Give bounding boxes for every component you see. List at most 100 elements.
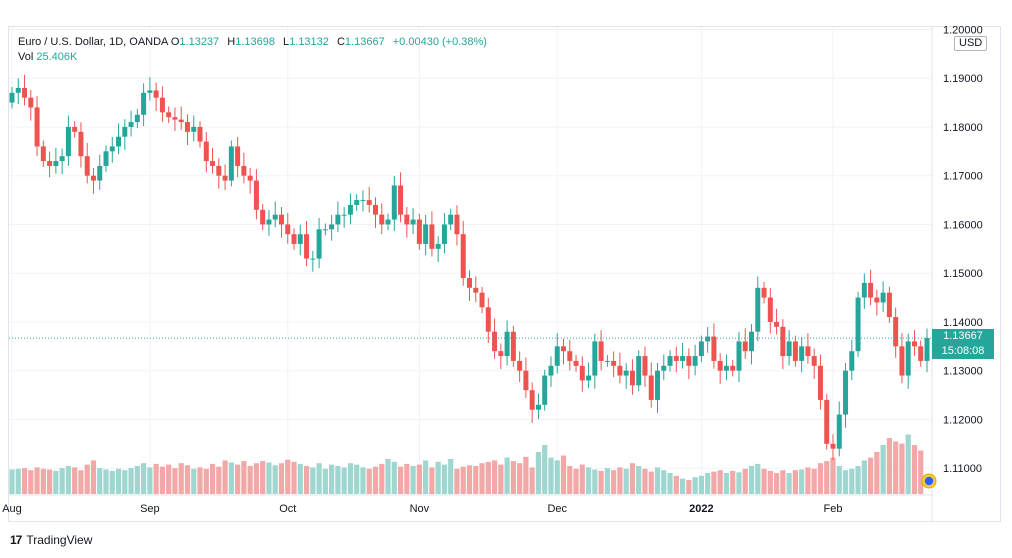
volume-bar	[535, 452, 542, 494]
candle-body	[316, 229, 322, 259]
candle-body	[504, 331, 510, 357]
candle-body	[134, 114, 140, 123]
volume-bar	[291, 461, 297, 494]
volume-bar	[297, 463, 303, 494]
volume-bar	[335, 466, 341, 494]
candle-body	[911, 341, 917, 347]
volume-bar	[141, 463, 147, 494]
candle-body	[817, 365, 823, 400]
candle-body	[843, 370, 849, 415]
volume-bar	[90, 460, 97, 494]
candle-body	[53, 161, 59, 166]
candle-body	[366, 200, 372, 205]
volume-bar	[435, 461, 441, 494]
candle-body	[573, 360, 579, 366]
candle-body	[830, 443, 836, 449]
candle-body	[304, 234, 310, 259]
volume-bar	[184, 465, 191, 494]
candle-body	[97, 165, 103, 181]
volume-bar	[560, 455, 567, 494]
volume-bar	[354, 464, 360, 494]
candle-body	[661, 365, 667, 371]
candle-body	[147, 90, 153, 93]
volume-bar	[786, 473, 792, 494]
candle-body	[385, 219, 391, 225]
symbol-description: Euro / U.S. Dollar, 1D, OANDA	[18, 36, 168, 48]
volume-bar	[341, 467, 347, 494]
volume-bar	[410, 466, 416, 494]
volume-bar	[849, 468, 855, 494]
volume-bar	[811, 468, 817, 494]
volume-bar	[416, 464, 422, 494]
volume-bar	[780, 470, 786, 494]
candle-body	[786, 341, 792, 357]
candle-body	[523, 370, 529, 391]
candle-body	[655, 370, 661, 400]
tradingview-logo-icon: 17	[10, 533, 22, 547]
candle-body	[59, 156, 65, 162]
time-tick-label: Dec	[547, 503, 567, 515]
tradingview-footer[interactable]: 17 TradingView	[10, 533, 92, 547]
volume-bar	[548, 457, 554, 494]
candle-body	[886, 292, 892, 318]
volume-bar	[122, 470, 128, 494]
volume-bar	[303, 466, 310, 494]
volume-bar	[542, 445, 548, 494]
volume-bar	[705, 473, 711, 494]
candle-body	[498, 351, 504, 357]
volume-bar	[673, 475, 679, 494]
candle-body	[210, 161, 216, 166]
candle-body	[467, 278, 472, 288]
volume-label: Vol	[18, 51, 34, 63]
change-value: +0.00430 (+0.38%)	[392, 36, 487, 48]
candle-body	[548, 365, 554, 376]
volume-bar	[736, 472, 742, 494]
candle-body	[341, 214, 347, 216]
last-price-value: 1.13667	[943, 330, 983, 342]
candle-body	[398, 185, 404, 215]
candle-body	[141, 92, 147, 115]
volume-bar	[667, 473, 673, 494]
volume-bar	[159, 466, 166, 494]
candle-body	[454, 214, 460, 235]
volume-bar	[905, 434, 911, 494]
volume-bar	[629, 463, 636, 494]
candle-body	[222, 175, 228, 181]
candle-body	[836, 414, 842, 449]
volume-bar	[874, 452, 880, 494]
volume-bar	[360, 467, 366, 494]
candle-body	[235, 146, 241, 166]
candle-body	[617, 365, 623, 376]
volume-bar	[567, 466, 573, 494]
volume-bar	[529, 467, 535, 494]
tradingview-brand: TradingView	[26, 533, 93, 547]
time-tick-label: Nov	[410, 503, 430, 515]
candle-body	[278, 214, 284, 225]
candle-body	[460, 234, 466, 279]
volume-bar	[755, 463, 761, 494]
volume-bar	[598, 470, 604, 494]
volume-bar	[711, 471, 717, 494]
volume-bar	[15, 468, 21, 494]
candle-body	[479, 292, 485, 308]
volume-bar	[97, 468, 103, 494]
candle-body	[423, 224, 429, 244]
candle-body	[742, 341, 748, 352]
currency-selector[interactable]: USD	[954, 36, 988, 51]
open-value: 1.13237	[179, 36, 220, 48]
candle-body	[285, 224, 291, 235]
last-price-tag: 1.13667 15:08:08	[932, 329, 994, 359]
volume-bar	[817, 463, 824, 494]
candle-body	[448, 214, 454, 225]
candle-body	[598, 341, 604, 361]
volume-bar	[692, 477, 698, 494]
price-tick-label: 1.14000	[943, 317, 983, 329]
low-label: L	[283, 36, 290, 48]
volume-bar	[166, 464, 172, 494]
volume-bar	[611, 470, 617, 494]
candle-body	[391, 185, 397, 220]
volume-bar	[748, 466, 755, 494]
candle-body	[767, 297, 773, 322]
candle-body	[372, 204, 378, 215]
